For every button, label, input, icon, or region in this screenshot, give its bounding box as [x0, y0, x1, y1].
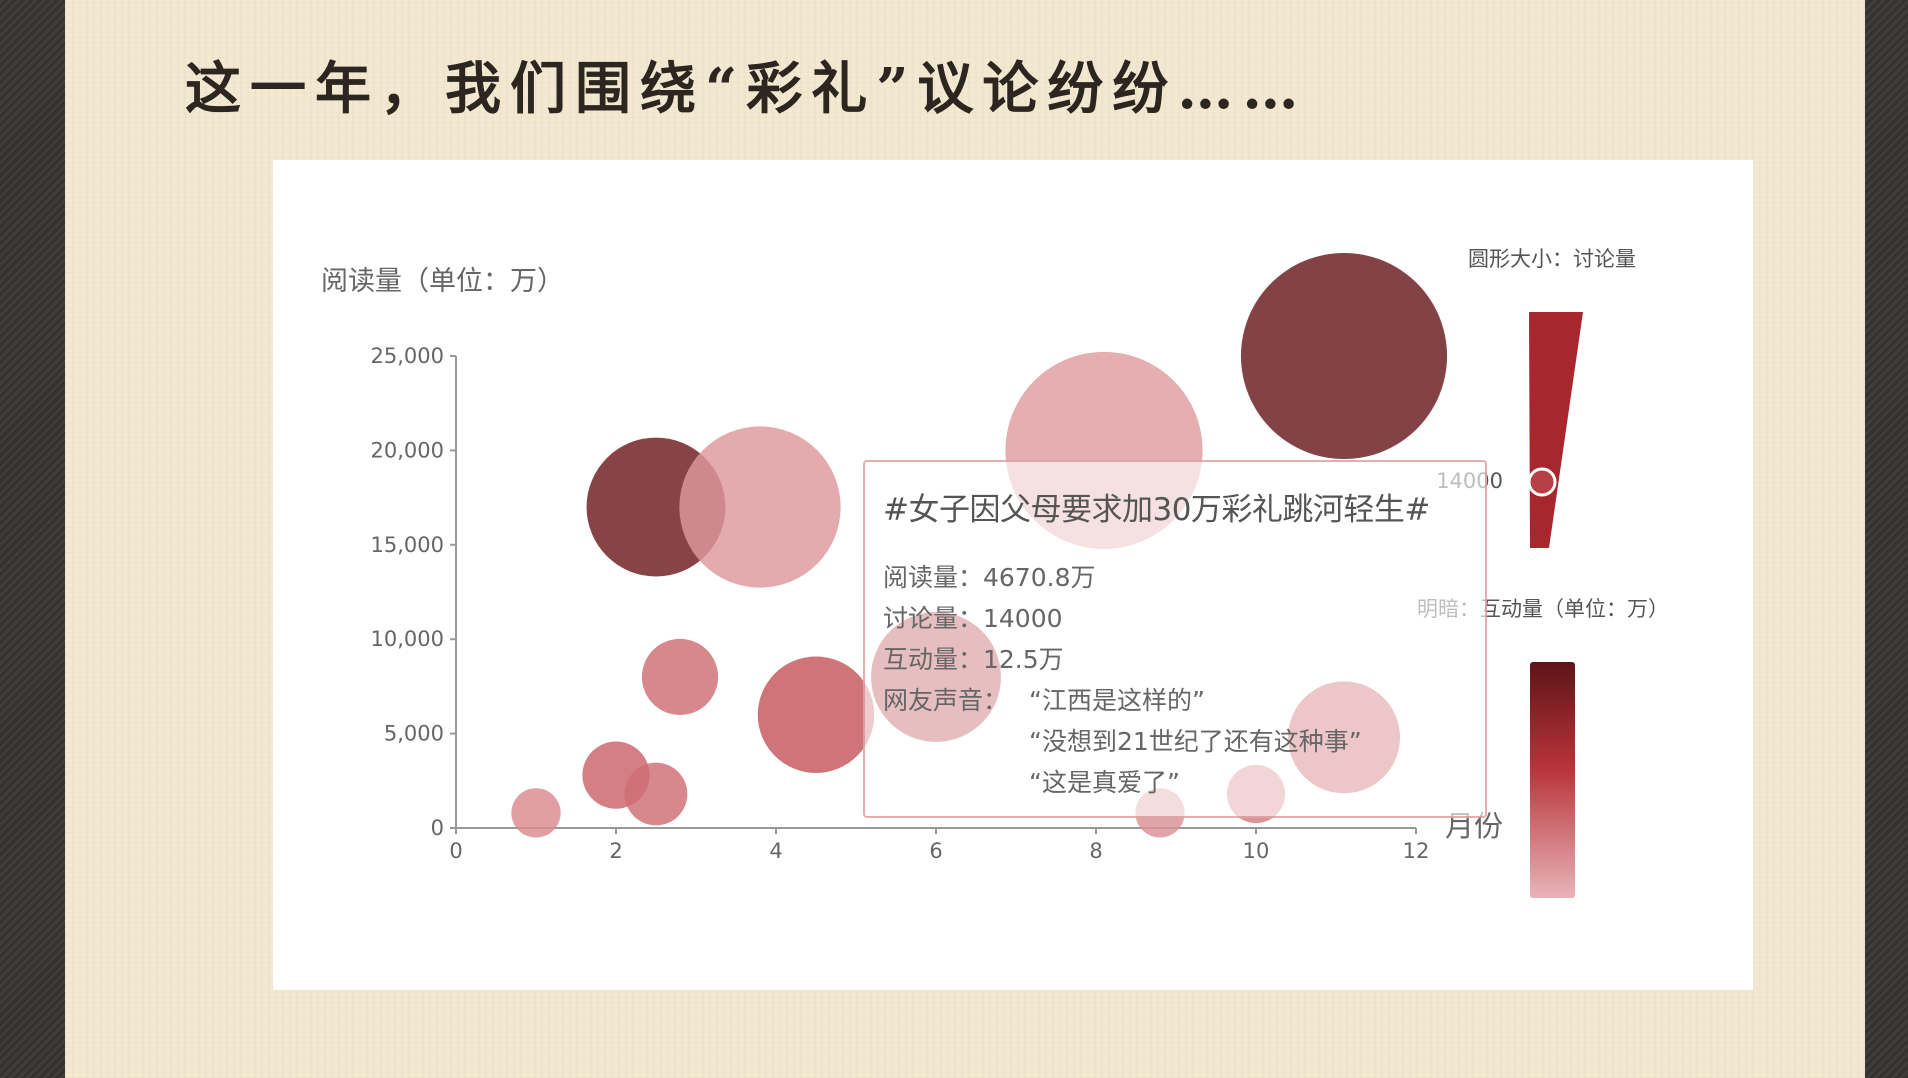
- tooltip-voices-label: 网友声音：: [883, 686, 1009, 715]
- chart-card: 0 2 4 6 8 10 12 0 5,000 10,000 15,000 20,000 25,000 阅…: [273, 160, 1753, 990]
- bubble: [624, 762, 688, 826]
- bubble-chart: 0 2 4 6 8 10 12 0 5,000 10,000 15,000 20,000 25,000 阅…: [321, 247, 1669, 898]
- tooltip-quote: “没想到21世纪了还有这种事”: [1029, 727, 1362, 756]
- slide: 这一年，我们围绕“彩礼”议论纷纷…… 0 2 4 6 8 10 12 0 5,000 10,000…: [65, 0, 1865, 1078]
- tooltip-quote: “这是真爱了”: [1029, 768, 1180, 797]
- x-tick-label: 6: [929, 839, 942, 863]
- tooltip-reads: 阅读量：4670.8万: [883, 563, 1096, 592]
- y-tick-label: 25,000: [371, 344, 444, 368]
- y-tick-label: 10,000: [371, 627, 444, 651]
- bubble: [511, 788, 561, 838]
- size-legend-title: 圆形大小：讨论量: [1468, 247, 1636, 271]
- x-tick-label: 0: [449, 839, 462, 863]
- color-legend-bar: [1530, 662, 1575, 898]
- tooltip-interactions: 互动量：12.5万: [883, 645, 1064, 674]
- left-border: [0, 0, 65, 1078]
- y-tick-label: 20,000: [371, 438, 444, 462]
- bubble: [641, 638, 719, 716]
- slide-heading: 这一年，我们围绕“彩礼”议论纷纷……: [185, 56, 1308, 122]
- tooltip-discussions: 讨论量：14000: [883, 604, 1063, 633]
- x-tick-label: 2: [609, 839, 622, 863]
- y-axis-title: 阅读量（单位：万）: [321, 266, 564, 297]
- y-tick-label: 5,000: [384, 722, 444, 746]
- y-tick-label: 0: [431, 816, 444, 840]
- size-legend-handle: [1527, 467, 1557, 497]
- bubble: [679, 426, 841, 588]
- tooltip: #女子因父母要求加30万彩礼跳河轻生# 阅读量：4670.8万 讨论量：1400…: [863, 460, 1487, 818]
- bubble: [757, 656, 875, 773]
- y-tick-label: 15,000: [371, 533, 444, 557]
- tooltip-quote: “江西是这样的”: [1029, 686, 1205, 715]
- x-tick-label: 8: [1089, 839, 1102, 863]
- size-legend-bar: [1529, 312, 1583, 548]
- axes: 0 2 4 6 8 10 12 0 5,000 10,000 15,000 20,000 25,000 阅…: [321, 266, 1503, 863]
- x-tick-label: 10: [1243, 839, 1270, 863]
- tooltip-title: #女子因父母要求加30万彩礼跳河轻生#: [883, 492, 1430, 528]
- bubble: [1240, 252, 1448, 460]
- right-border: [1865, 0, 1908, 1078]
- x-tick-label: 12: [1403, 839, 1430, 863]
- x-tick-label: 4: [769, 839, 782, 863]
